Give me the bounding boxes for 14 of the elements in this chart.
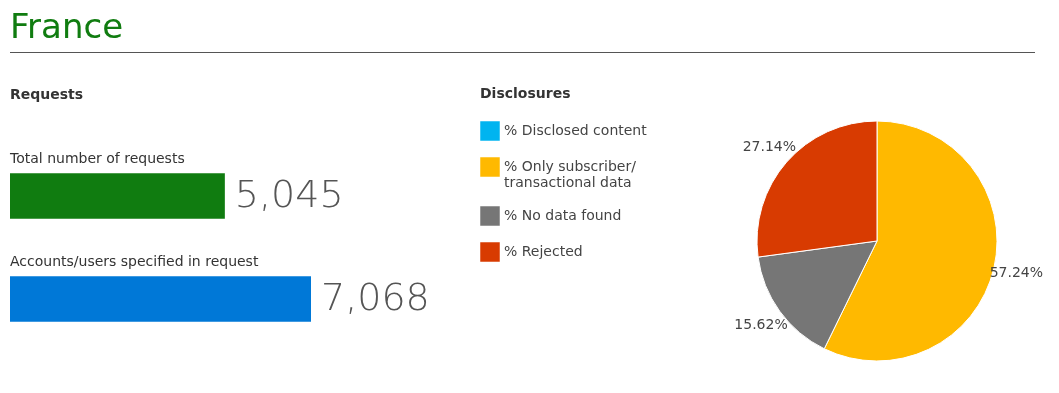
legend-label: % No data found (504, 207, 622, 223)
y-tick-label: Accounts/users specified in request (10, 253, 259, 270)
data-label: 7,068 (321, 275, 430, 320)
data-label: 5,045 (234, 171, 344, 216)
data-label: 27.14% (742, 137, 797, 154)
y-tick-label: Total number of requests (9, 149, 185, 166)
chart-subtitle: Requests (10, 85, 84, 102)
data-label: 57.24% (989, 264, 1044, 281)
legend-label: % Rejected (504, 243, 583, 259)
chart-title: Disclosures (480, 85, 571, 101)
legend-label: % Only subscriber/ transactional data (504, 158, 637, 190)
data-label: 15.62% (734, 315, 788, 332)
chart-title: France (10, 6, 124, 46)
legend-label: % Disclosed content (504, 122, 648, 138)
